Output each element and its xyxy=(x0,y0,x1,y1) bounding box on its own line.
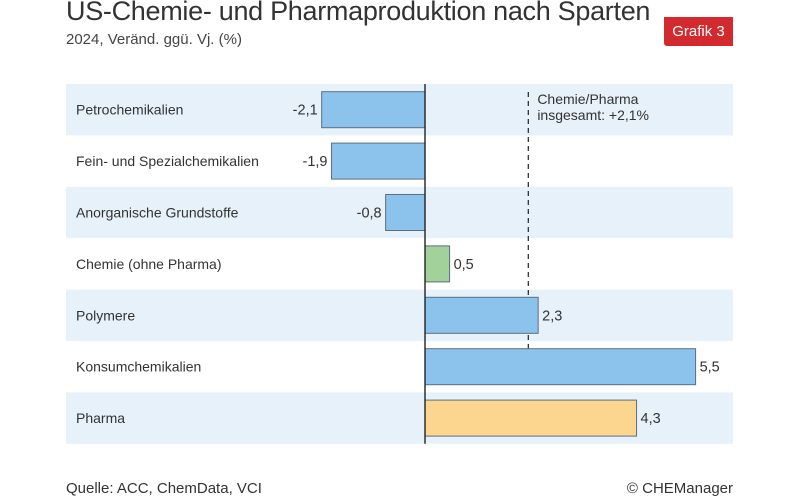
labels-group: Petrochemikalien -2,1 Fein- und Spezialche… xyxy=(76,102,720,427)
value-label: -1,9 xyxy=(303,154,328,170)
value-label: 4,3 xyxy=(641,411,661,427)
category-label: Anorganische Grundstoffe xyxy=(76,205,239,221)
value-label: 2,3 xyxy=(542,308,562,324)
category-label: Fein- und Spezialchemikalien xyxy=(76,153,259,169)
value-label: -2,1 xyxy=(293,103,318,119)
category-label: Polymere xyxy=(76,307,135,323)
bar-1 xyxy=(331,142,426,180)
bar-6 xyxy=(424,399,638,437)
grafik-badge: Grafik 3 xyxy=(664,17,733,46)
bar-5 xyxy=(424,348,697,386)
chart-subtitle: 2024, Veränd. ggü. Vj. (%) xyxy=(66,31,242,48)
bar-2 xyxy=(385,194,426,231)
value-label: -0,8 xyxy=(357,206,382,222)
bar-0 xyxy=(321,91,426,129)
reference-line-label: insgesamt: +2,1% xyxy=(537,107,649,123)
bar-3 xyxy=(424,245,451,283)
copyright-note: © CHEManager xyxy=(626,480,733,497)
bars-group xyxy=(321,91,697,437)
category-label: Konsumchemikalien xyxy=(76,359,201,375)
category-label: Pharma xyxy=(76,410,125,426)
bar-4 xyxy=(424,296,539,334)
value-label: 5,5 xyxy=(700,360,720,376)
chart-title: US-Chemie- und Pharmaproduktion nach Spa… xyxy=(66,0,651,26)
category-label: Chemie (ohne Pharma) xyxy=(76,256,222,272)
source-note: Quelle: ACC, ChemData, VCI xyxy=(66,480,262,497)
category-label: Petrochemikalien xyxy=(76,102,183,118)
value-label: 0,5 xyxy=(454,257,474,273)
reference-line-label: Chemie/Pharma xyxy=(537,91,638,107)
row-band xyxy=(66,289,733,341)
